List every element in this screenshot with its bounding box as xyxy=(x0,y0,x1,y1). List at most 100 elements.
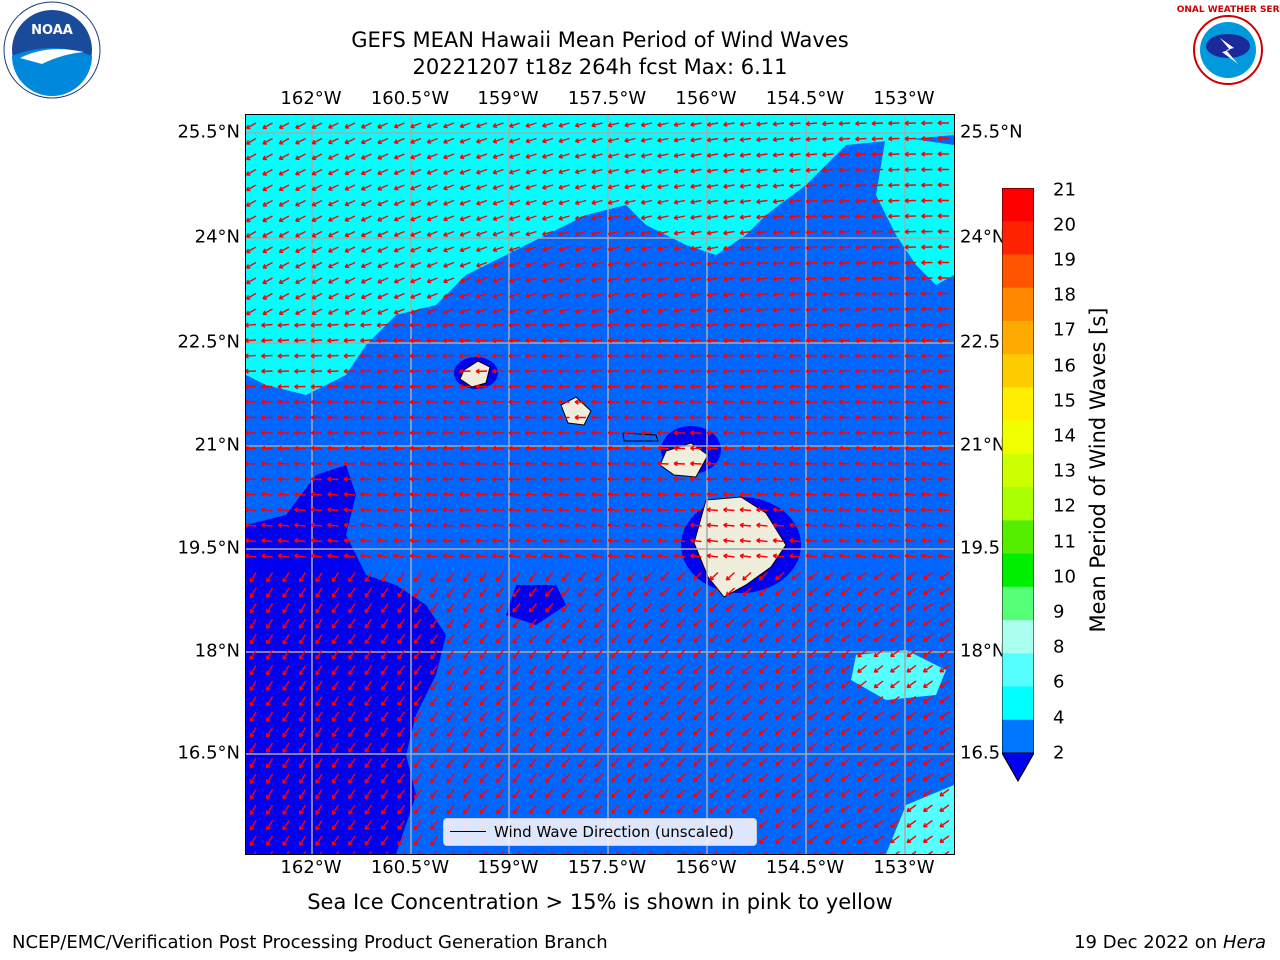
direction-arrow xyxy=(295,246,306,253)
direction-arrow xyxy=(904,507,917,513)
direction-arrow xyxy=(577,587,587,597)
direction-arrow xyxy=(937,522,950,528)
direction-arrow xyxy=(838,537,851,544)
direction-arrow xyxy=(937,353,950,359)
direction-arrow xyxy=(676,742,686,752)
direction-arrow xyxy=(775,680,785,689)
direction-arrow xyxy=(690,460,702,467)
direction-arrow xyxy=(805,476,818,482)
direction-arrow xyxy=(348,634,356,645)
direction-arrow xyxy=(723,168,735,174)
direction-arrow xyxy=(890,788,900,797)
direction-arrow xyxy=(310,491,323,498)
direction-arrow xyxy=(364,618,373,629)
direction-arrow xyxy=(657,292,669,298)
direction-arrow xyxy=(348,711,356,722)
direction-arrow xyxy=(709,571,719,581)
direction-arrow xyxy=(805,198,818,204)
direction-arrow xyxy=(430,587,439,598)
direction-arrow xyxy=(791,804,801,813)
direction-arrow xyxy=(492,137,504,144)
direction-arrow xyxy=(331,773,340,784)
direction-arrow xyxy=(904,291,917,297)
direction-arrow xyxy=(476,199,488,206)
direction-arrow xyxy=(525,261,537,268)
direction-arrow xyxy=(376,322,389,328)
direction-arrow xyxy=(262,215,273,223)
direction-arrow xyxy=(310,445,323,451)
direction-arrow xyxy=(577,804,587,814)
direction-arrow xyxy=(922,633,933,642)
direction-arrow xyxy=(706,384,719,390)
direction-arrow xyxy=(648,851,653,854)
direction-arrow xyxy=(673,183,686,190)
direction-arrow xyxy=(249,711,257,723)
direction-arrow xyxy=(278,153,290,161)
direction-arrow xyxy=(673,137,686,143)
direction-arrow xyxy=(310,337,323,344)
direction-arrow xyxy=(591,153,603,159)
direction-arrow xyxy=(397,649,406,660)
direction-arrow xyxy=(610,727,620,737)
colorbar-segment xyxy=(1002,254,1034,289)
direction-arrow xyxy=(303,851,307,854)
direction-arrow xyxy=(791,726,801,736)
direction-arrow xyxy=(824,742,834,751)
direction-arrow xyxy=(558,215,570,221)
direction-arrow xyxy=(343,553,356,559)
direction-arrow xyxy=(627,665,637,675)
direction-arrow xyxy=(840,649,851,658)
direction-arrow xyxy=(282,603,290,614)
direction-arrow xyxy=(789,368,801,374)
direction-arrow xyxy=(459,292,471,299)
direction-arrow xyxy=(475,460,488,467)
direction-arrow xyxy=(528,711,538,722)
direction-arrow xyxy=(921,275,933,281)
direction-arrow xyxy=(904,445,917,451)
direction-arrow xyxy=(742,757,752,767)
direction-arrow xyxy=(756,353,768,359)
direction-arrow xyxy=(873,695,884,704)
direction-arrow xyxy=(937,476,950,482)
direction-arrow xyxy=(937,135,949,142)
direction-arrow xyxy=(327,476,339,482)
direction-arrow xyxy=(657,384,669,390)
direction-arrow xyxy=(467,851,472,854)
direction-arrow xyxy=(676,758,686,767)
direction-arrow xyxy=(673,292,686,298)
direction-arrow xyxy=(315,804,323,815)
direction-arrow xyxy=(381,572,389,583)
direction-arrow xyxy=(855,353,867,359)
direction-arrow xyxy=(657,353,669,359)
direction-arrow xyxy=(430,804,439,815)
direction-arrow xyxy=(922,711,933,720)
direction-arrow xyxy=(492,384,504,390)
direction-arrow xyxy=(443,137,455,144)
direction-arrow xyxy=(541,199,554,206)
direction-arrow xyxy=(315,634,323,645)
direction-arrow xyxy=(607,292,620,299)
direction-arrow xyxy=(426,507,438,513)
direction-arrow xyxy=(397,835,406,846)
direction-arrow xyxy=(607,353,620,359)
direction-arrow xyxy=(331,711,340,722)
direction-arrow xyxy=(772,537,785,544)
direction-arrow xyxy=(690,430,702,436)
direction-arrow xyxy=(278,122,290,130)
direction-arrow xyxy=(541,153,554,159)
direction-arrow xyxy=(871,151,884,158)
direction-arrow xyxy=(706,137,719,143)
direction-arrow xyxy=(640,522,653,528)
direction-arrow xyxy=(643,727,653,737)
direction-arrow xyxy=(558,122,570,128)
direction-arrow xyxy=(690,322,702,328)
direction-arrow xyxy=(640,507,653,513)
direction-arrow xyxy=(807,757,818,767)
direction-arrow xyxy=(921,136,933,142)
direction-arrow xyxy=(692,649,702,659)
direction-arrow xyxy=(824,633,834,643)
direction-arrow xyxy=(348,742,356,753)
direction-arrow xyxy=(855,182,867,189)
direction-arrow xyxy=(775,649,785,658)
direction-arrow xyxy=(904,151,917,157)
